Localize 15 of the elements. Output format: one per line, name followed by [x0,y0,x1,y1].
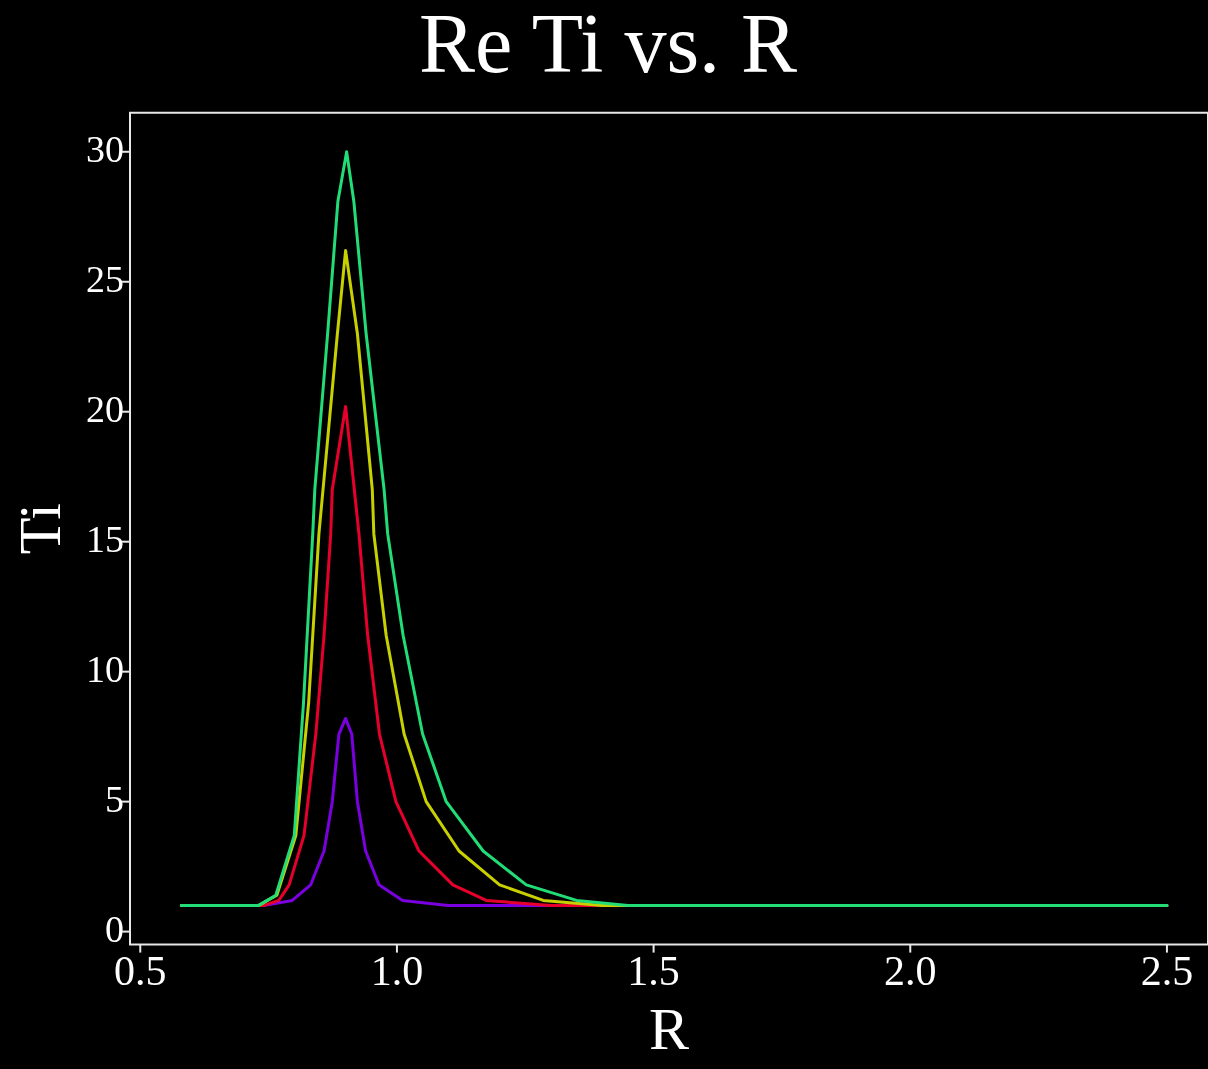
x-tick-label: 1.0 [370,947,424,994]
x-tick-label: 2.5 [1140,947,1194,994]
y-tick-label: 20 [86,387,124,430]
x-tick-label: 0.5 [114,947,167,994]
x-tick-label: 1.5 [627,947,680,994]
chart-title: Re Ti vs. R [418,0,798,91]
y-tick-label: 10 [86,647,124,690]
y-tick-label: 0 [105,907,124,950]
x-tick-label: 2.0 [884,947,937,994]
y-axis-title: Ti [6,503,73,555]
x-axis-title: R [648,995,690,1062]
y-tick-label: 15 [86,517,124,560]
y-tick-label: 5 [105,777,124,820]
y-tick-label: 30 [86,127,124,170]
y-tick-label: 25 [86,257,124,300]
